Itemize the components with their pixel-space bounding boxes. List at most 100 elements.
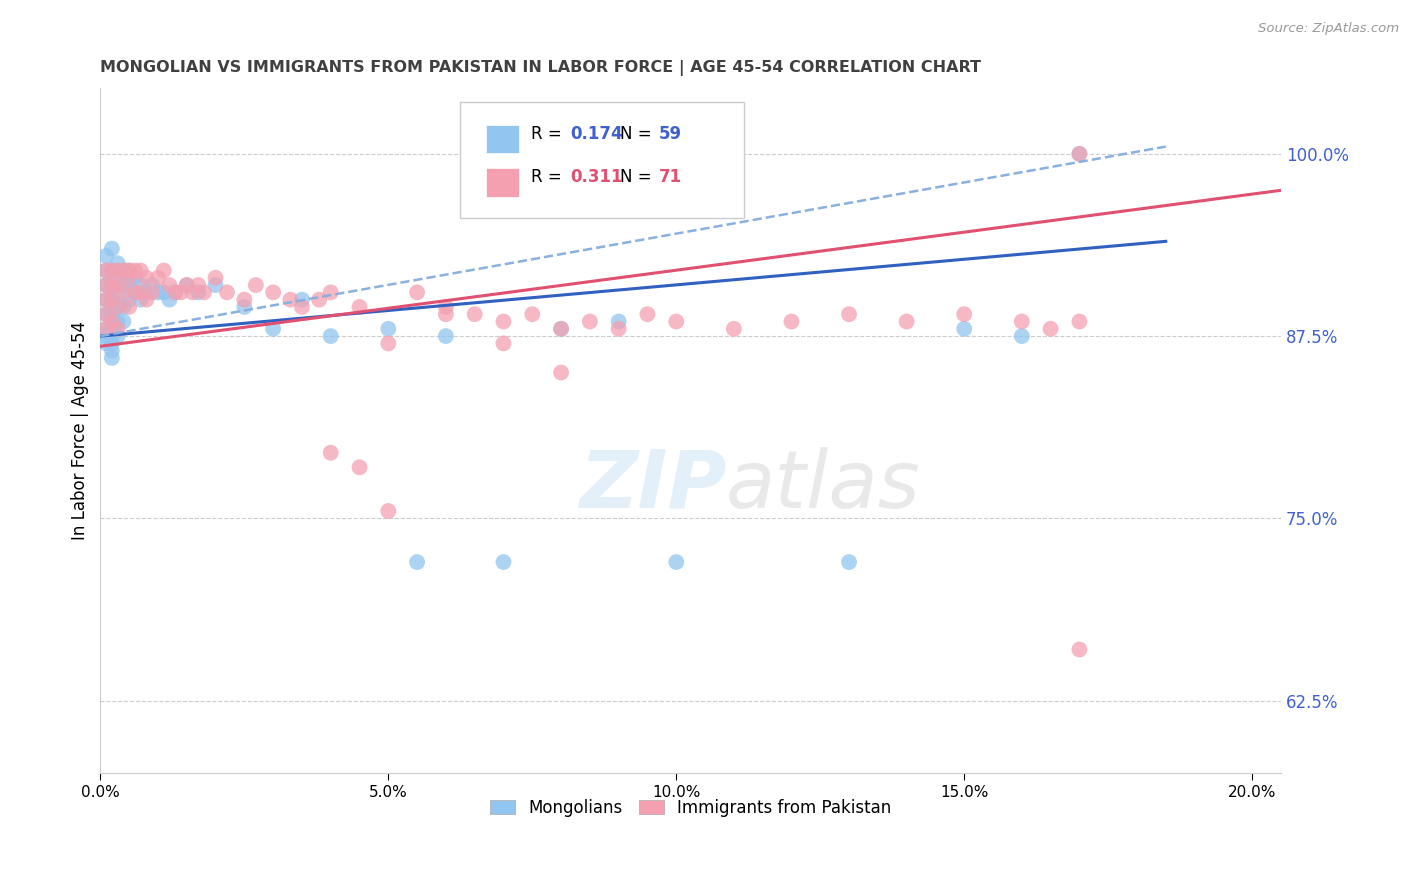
Text: ZIP: ZIP	[579, 447, 725, 524]
Point	[636, 307, 658, 321]
Point	[953, 322, 976, 336]
Point	[550, 366, 572, 380]
Point	[141, 278, 163, 293]
Point	[146, 270, 169, 285]
Point	[215, 285, 238, 300]
Point	[406, 555, 429, 569]
Point	[107, 270, 129, 285]
Point	[1011, 329, 1033, 343]
Point	[838, 555, 860, 569]
Text: N =: N =	[620, 125, 657, 144]
Point	[129, 263, 152, 277]
Point	[492, 336, 515, 351]
Point	[101, 263, 124, 277]
Point	[135, 293, 157, 307]
Point	[118, 263, 141, 277]
Point	[262, 285, 284, 300]
Point	[522, 307, 544, 321]
Point	[101, 263, 124, 277]
Point	[129, 278, 152, 293]
Point	[377, 322, 399, 336]
Legend: Mongolians, Immigrants from Pakistan: Mongolians, Immigrants from Pakistan	[484, 792, 898, 823]
Point	[204, 278, 226, 293]
Point	[101, 322, 124, 336]
Point	[101, 343, 124, 358]
Point	[107, 278, 129, 293]
Point	[349, 460, 371, 475]
Point	[112, 285, 135, 300]
Point	[135, 285, 157, 300]
Point	[94, 263, 117, 277]
Text: atlas: atlas	[725, 447, 921, 524]
Text: R =: R =	[531, 125, 567, 144]
Text: R =: R =	[531, 169, 567, 186]
Point	[262, 322, 284, 336]
Point	[129, 285, 152, 300]
Point	[94, 278, 117, 293]
Point	[896, 314, 918, 328]
Point	[550, 322, 572, 336]
Bar	[486, 125, 519, 153]
Point	[107, 263, 129, 277]
Point	[107, 329, 129, 343]
Point	[319, 446, 342, 460]
Text: N =: N =	[620, 169, 657, 186]
Point	[159, 293, 181, 307]
Point	[101, 242, 124, 256]
Point	[233, 300, 256, 314]
Point	[550, 322, 572, 336]
Point	[141, 285, 163, 300]
Point	[101, 329, 124, 343]
Point	[1069, 146, 1091, 161]
Point	[170, 285, 193, 300]
Point	[124, 285, 146, 300]
Point	[107, 314, 129, 328]
Point	[118, 263, 141, 277]
Point	[101, 278, 124, 293]
Point	[101, 293, 124, 307]
Point	[193, 285, 215, 300]
Point	[838, 307, 860, 321]
Point	[579, 314, 602, 328]
Point	[723, 322, 745, 336]
Point	[181, 285, 204, 300]
Point	[129, 293, 152, 307]
Point	[112, 263, 135, 277]
Point	[101, 278, 124, 293]
Point	[124, 285, 146, 300]
Text: 0.311: 0.311	[571, 169, 623, 186]
Text: 71: 71	[659, 169, 682, 186]
Point	[1069, 314, 1091, 328]
Point	[434, 307, 457, 321]
Text: 0.174: 0.174	[571, 125, 623, 144]
Point	[176, 278, 198, 293]
Point	[101, 314, 124, 328]
Point	[94, 293, 117, 307]
Text: Source: ZipAtlas.com: Source: ZipAtlas.com	[1258, 22, 1399, 36]
Point	[377, 336, 399, 351]
Point	[434, 329, 457, 343]
Point	[118, 270, 141, 285]
Point	[94, 322, 117, 336]
Point	[112, 314, 135, 328]
Point	[94, 293, 117, 307]
Point	[607, 322, 630, 336]
Point	[291, 300, 314, 314]
Point	[107, 256, 129, 270]
Point	[94, 336, 117, 351]
Point	[464, 307, 486, 321]
Point	[112, 278, 135, 293]
Point	[146, 285, 169, 300]
Point	[165, 285, 187, 300]
Point	[233, 293, 256, 307]
Point	[152, 263, 174, 277]
Point	[118, 278, 141, 293]
Point	[94, 263, 117, 277]
Point	[107, 322, 129, 336]
Point	[492, 555, 515, 569]
Point	[101, 336, 124, 351]
Point	[492, 314, 515, 328]
Point	[953, 307, 976, 321]
Point	[94, 249, 117, 263]
Point	[112, 300, 135, 314]
